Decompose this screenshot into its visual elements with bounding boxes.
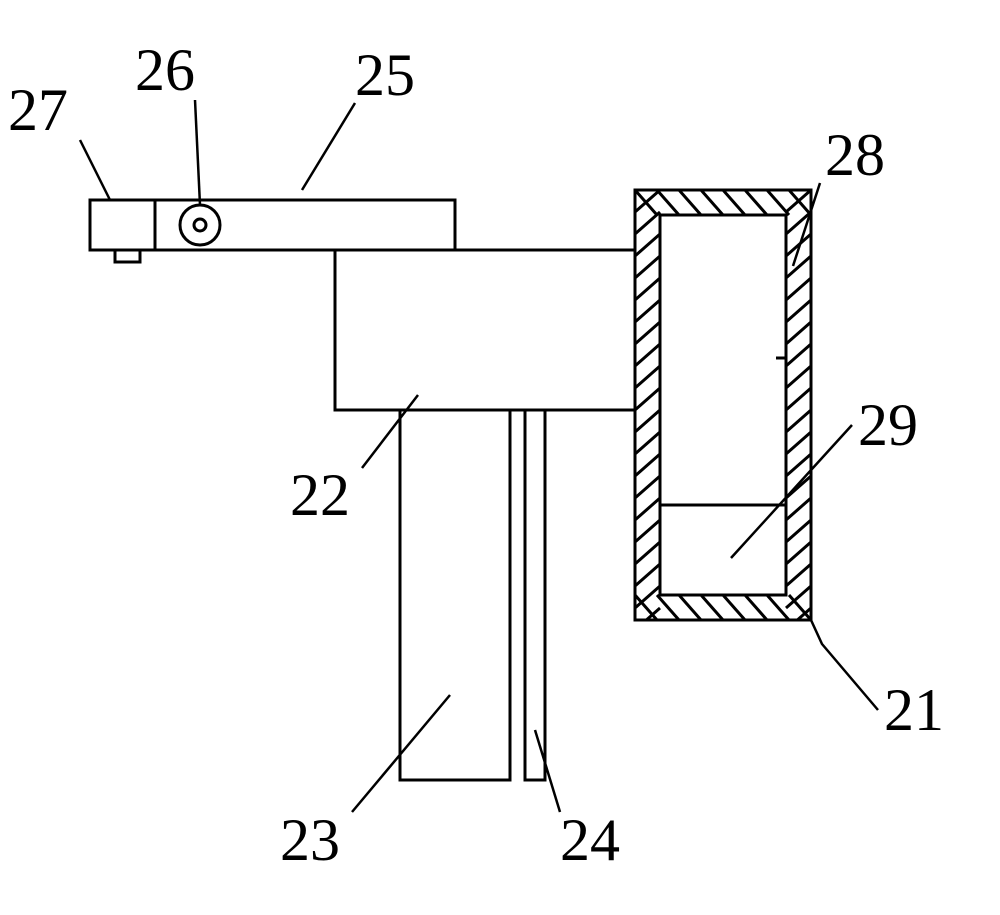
label-24: 24	[560, 807, 620, 873]
part-23	[400, 410, 510, 780]
label-22: 22	[290, 462, 350, 528]
leader-21	[811, 620, 878, 710]
part-26-inner	[194, 219, 206, 231]
label-21: 21	[884, 677, 944, 743]
part-22	[335, 250, 635, 410]
label-26: 26	[135, 37, 195, 103]
label-23: 23	[280, 807, 340, 873]
part-27-tab	[115, 250, 140, 262]
label-29: 29	[858, 392, 918, 458]
part-27	[90, 200, 155, 250]
leader-25	[302, 103, 355, 190]
label-28: 28	[825, 122, 885, 188]
part-24	[525, 410, 545, 780]
leader-26	[195, 100, 200, 205]
part-21-inner	[660, 215, 786, 595]
label-25: 25	[355, 42, 415, 108]
leader-27	[80, 140, 110, 200]
label-27: 27	[8, 77, 68, 143]
